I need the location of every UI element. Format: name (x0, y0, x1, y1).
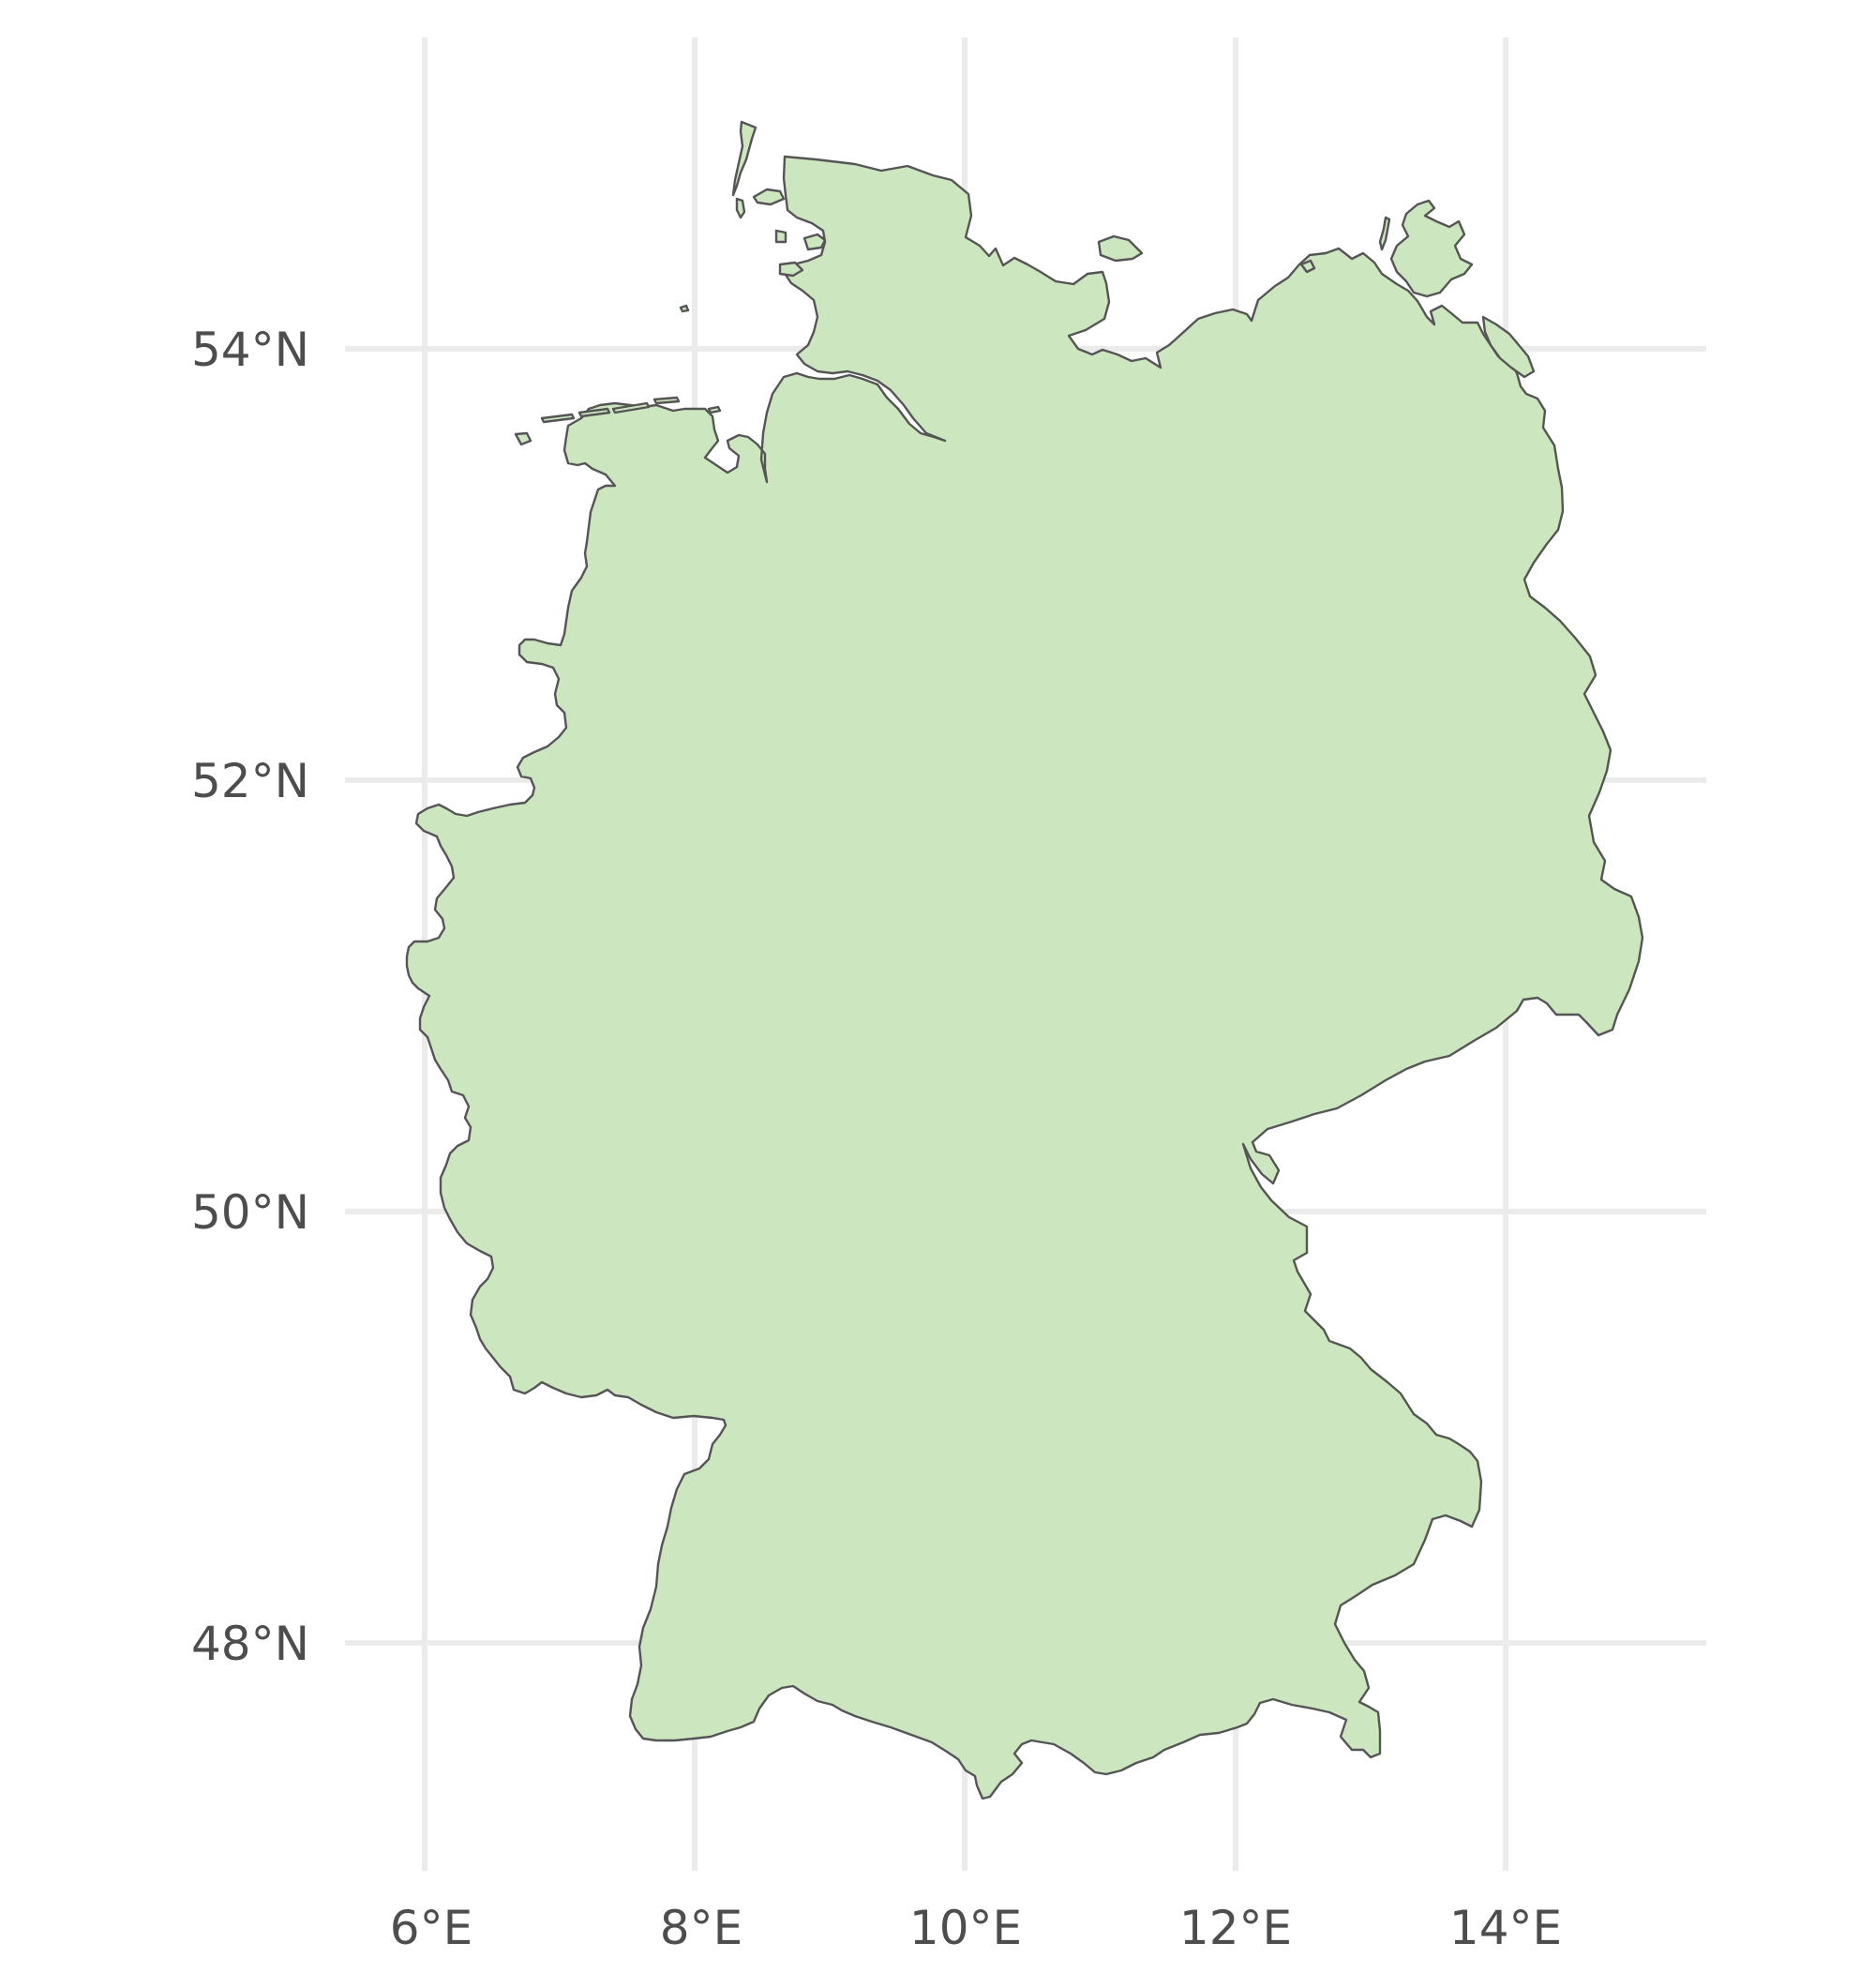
island-juist (540, 413, 576, 424)
x-tick-label-6e: 6°E (390, 1901, 472, 1955)
germany-mainland (405, 155, 1644, 1800)
island-eiderstedt-islet (778, 261, 804, 278)
germany-shape (405, 155, 1644, 1800)
y-tick-label-50n: 50°N (191, 1185, 309, 1240)
islands (514, 120, 1536, 446)
island-hiddensee (1378, 216, 1391, 251)
island-usedom (1481, 315, 1536, 379)
island-pellworm (774, 229, 788, 244)
island-ruegen (1389, 199, 1474, 298)
island-nordstrand (802, 233, 827, 251)
island-foehr (752, 188, 786, 206)
x-axis-labels: 6°E 8°E 10°E 12°E 14°E (390, 1901, 1562, 1955)
island-poel (1299, 259, 1316, 274)
x-tick-label-10e: 10°E (909, 1901, 1022, 1955)
x-tick-label-8e: 8°E (660, 1901, 742, 1955)
x-tick-label-12e: 12°E (1179, 1901, 1292, 1955)
y-axis-labels: 54°N 52°N 50°N 48°N (191, 323, 309, 1671)
island-norderney (578, 407, 611, 418)
y-tick-label-48n: 48°N (191, 1617, 309, 1671)
island-baltrum-langeoog (611, 401, 651, 414)
island-amrum (735, 197, 746, 219)
island-fehmarn (1097, 234, 1144, 263)
island-spiekeroog (652, 396, 681, 405)
island-borkum (514, 431, 532, 446)
island-sylt (731, 120, 758, 197)
island-heligoland (679, 304, 690, 313)
y-tick-label-52n: 52°N (191, 754, 309, 808)
island-wangerooge (707, 405, 722, 414)
y-tick-label-54n: 54°N (191, 323, 309, 377)
x-tick-label-14e: 14°E (1449, 1901, 1562, 1955)
